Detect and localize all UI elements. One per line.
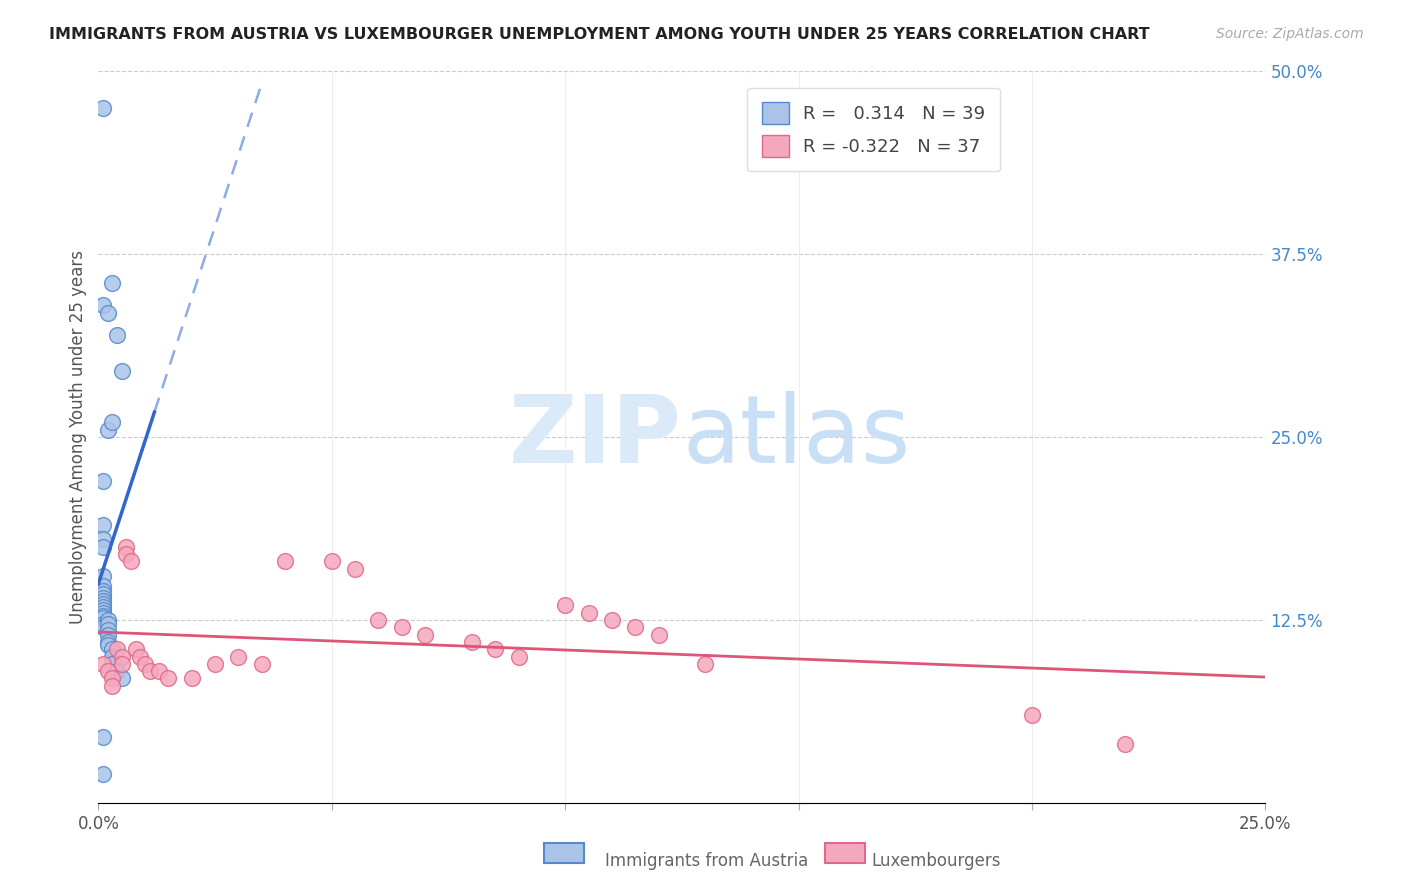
- Point: [91, 540, 114, 554]
- Point: [101, 649, 124, 664]
- Point: [101, 277, 124, 291]
- Point: [105, 327, 128, 342]
- Point: [695, 657, 717, 671]
- Point: [105, 664, 128, 678]
- Point: [91, 583, 114, 598]
- Legend: R =   0.314   N = 39, R = -0.322   N = 37: R = 0.314 N = 39, R = -0.322 N = 37: [747, 87, 1000, 171]
- Point: [91, 101, 114, 115]
- Point: [97, 664, 120, 678]
- Point: [134, 657, 156, 671]
- Point: [91, 599, 114, 614]
- Point: [367, 613, 389, 627]
- Point: [91, 611, 114, 625]
- Bar: [825, 843, 865, 863]
- Point: [508, 649, 530, 664]
- Point: [105, 642, 128, 657]
- Point: [157, 672, 180, 686]
- Text: atlas: atlas: [682, 391, 910, 483]
- Point: [91, 594, 114, 608]
- Point: [1114, 737, 1136, 751]
- Point: [600, 613, 623, 627]
- Point: [97, 306, 120, 320]
- Point: [484, 642, 506, 657]
- Point: [321, 554, 343, 568]
- Point: [554, 599, 576, 613]
- Point: [91, 569, 114, 583]
- Point: [344, 562, 367, 576]
- Point: [461, 635, 484, 649]
- Point: [97, 423, 120, 437]
- Point: [115, 547, 138, 561]
- Point: [111, 364, 134, 378]
- Point: [180, 672, 202, 686]
- Point: [624, 620, 647, 634]
- Point: [97, 613, 120, 627]
- Point: [91, 620, 114, 634]
- Point: [274, 554, 297, 568]
- Point: [120, 554, 142, 568]
- Point: [91, 586, 114, 600]
- Point: [129, 649, 152, 664]
- Point: [101, 657, 124, 671]
- Text: ZIP: ZIP: [509, 391, 682, 483]
- Point: [91, 606, 114, 620]
- Point: [115, 540, 138, 554]
- Point: [91, 603, 114, 617]
- Text: Immigrants from Austria: Immigrants from Austria: [605, 852, 808, 870]
- Point: [148, 664, 170, 678]
- Point: [578, 606, 600, 620]
- Point: [91, 730, 114, 744]
- Point: [91, 579, 114, 593]
- Point: [97, 627, 120, 641]
- Point: [91, 597, 114, 611]
- Text: Luxembourgers: Luxembourgers: [872, 852, 1001, 870]
- Point: [1021, 708, 1043, 723]
- Point: [91, 608, 114, 623]
- Point: [97, 638, 120, 652]
- Point: [91, 533, 114, 547]
- Point: [91, 766, 114, 780]
- Point: [204, 657, 226, 671]
- Bar: [544, 843, 583, 863]
- Point: [139, 664, 162, 678]
- Point: [91, 591, 114, 605]
- Point: [97, 623, 120, 637]
- Point: [101, 679, 124, 693]
- Point: [91, 517, 114, 532]
- Point: [111, 657, 134, 671]
- Point: [97, 617, 120, 632]
- Point: [91, 298, 114, 312]
- Point: [101, 672, 124, 686]
- Text: Source: ZipAtlas.com: Source: ZipAtlas.com: [1216, 27, 1364, 41]
- Point: [101, 416, 124, 430]
- Point: [91, 617, 114, 632]
- Point: [228, 649, 250, 664]
- Point: [413, 627, 436, 641]
- Point: [91, 657, 114, 671]
- Point: [111, 672, 134, 686]
- Point: [97, 635, 120, 649]
- Point: [101, 642, 124, 657]
- Point: [111, 649, 134, 664]
- Text: IMMIGRANTS FROM AUSTRIA VS LUXEMBOURGER UNEMPLOYMENT AMONG YOUTH UNDER 25 YEARS : IMMIGRANTS FROM AUSTRIA VS LUXEMBOURGER …: [49, 27, 1150, 42]
- Y-axis label: Unemployment Among Youth under 25 years: Unemployment Among Youth under 25 years: [69, 250, 87, 624]
- Point: [250, 657, 273, 671]
- Point: [91, 474, 114, 488]
- Point: [391, 620, 413, 634]
- Point: [647, 627, 669, 641]
- Point: [125, 642, 148, 657]
